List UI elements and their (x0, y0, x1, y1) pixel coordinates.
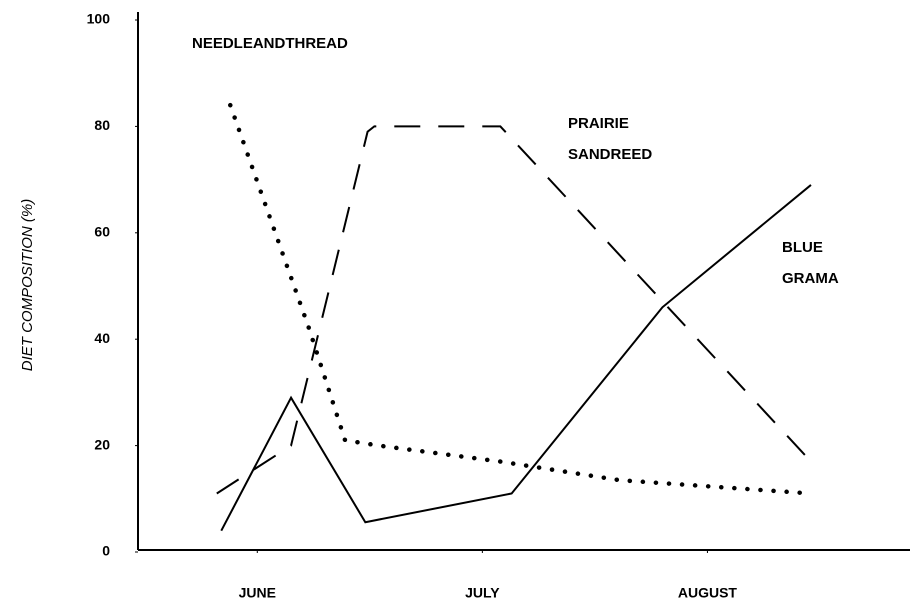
series-label: NEEDLEANDTHREAD (192, 35, 348, 52)
y-tick-label: 100 (87, 11, 111, 27)
x-tick-label: JULY (465, 585, 500, 601)
x-tick-label: AUGUST (678, 585, 738, 601)
series-line (216, 125, 812, 495)
y-tick-label: 60 (94, 224, 110, 240)
series-label: BLUE GRAMA (782, 239, 839, 287)
series-label: PRAIRIE SANDREED (568, 115, 653, 163)
y-tick-label: 40 (94, 330, 110, 346)
y-tick-label: 80 (94, 117, 110, 133)
x-tick-label: JUNE (239, 585, 276, 601)
y-tick-label: 0 (102, 543, 110, 559)
y-tick-label: 20 (94, 436, 110, 452)
series-line (220, 184, 812, 532)
y-axis-label: DIET COMPOSITION (%) (19, 199, 36, 372)
series-line (228, 102, 814, 496)
